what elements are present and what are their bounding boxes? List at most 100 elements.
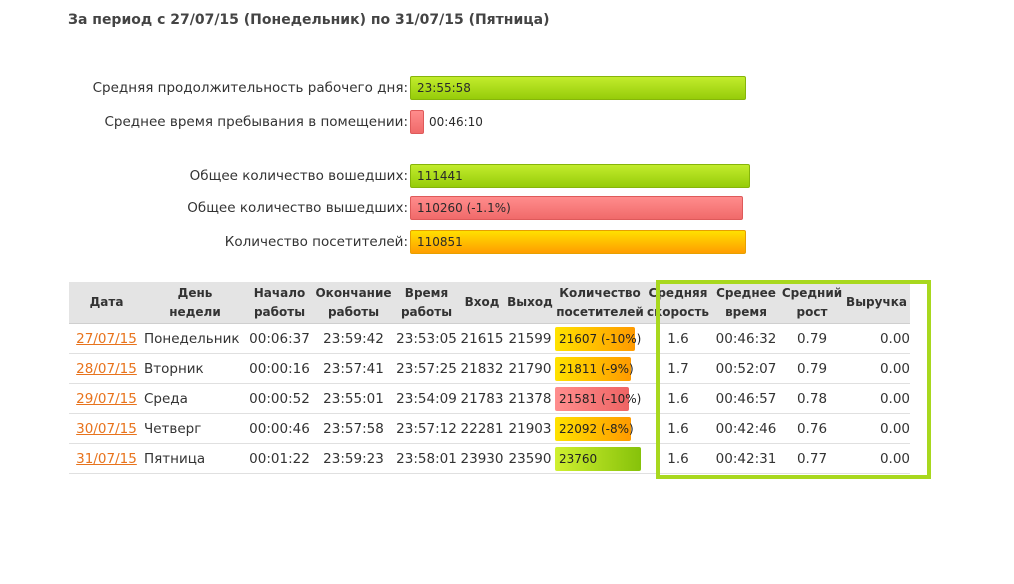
growth-cell: 0.79 [781,353,843,384]
revenue-cell: 0.00 [843,413,910,444]
col-growth: Средний рост [781,282,843,324]
stat-label: Средняя продолжительность рабочего дня: [92,80,408,96]
col-date: Дата [69,282,144,324]
avg-time-cell: 00:46:32 [711,323,781,354]
table-header-row: Дата День недели Начало работы Окончание… [69,282,910,324]
speed-cell: 1.6 [645,443,711,474]
time-cell: 23:57:25 [394,353,459,384]
stat-avg-stay: Среднее время пребывания в помещении: 00… [0,109,483,135]
col-growth-label: Средний рост [781,285,843,319]
date-cell: 31/07/15 [69,443,144,474]
revenue-cell: 0.00 [843,323,910,354]
col-speed: Средняя скорость [645,282,711,324]
start-cell: 00:00:52 [246,383,313,414]
table-row: 28/07/15 Вторник 00:00:16 23:57:41 23:57… [69,353,910,384]
growth-cell: 0.76 [781,413,843,444]
col-end-label: Окончание работы [315,285,392,319]
growth-cell: 0.77 [781,443,843,474]
stat-label: Среднее время пребывания в помещении: [104,114,409,130]
start-cell: 00:00:16 [246,353,313,384]
stat-bar: 110260 (-1.1%) [410,196,743,220]
date-cell: 29/07/15 [69,383,144,414]
start-cell: 00:06:37 [246,323,313,354]
in-cell: 21615 [459,323,505,354]
stat-value: 00:46:10 [429,115,483,129]
avg-time-cell: 00:42:31 [711,443,781,474]
revenue-cell: 0.00 [843,353,910,384]
day-cell: Четверг [144,413,246,444]
speed-cell: 1.6 [645,383,711,414]
day-cell: Понедельник [144,323,246,354]
out-cell: 21790 [505,353,555,384]
visitors-cell: 21581 (-10%) [555,383,645,414]
stat-label: Количество посетителей: [224,234,408,250]
stat-total-out: Общее количество вышедших: 110260 (-1.1%… [0,195,743,221]
speed-cell: 1.7 [645,353,711,384]
col-speed-label: Средняя скорость [647,285,709,319]
avg-time-cell: 00:46:57 [711,383,781,414]
in-cell: 21783 [459,383,505,414]
in-cell: 21832 [459,353,505,384]
visitors-cell: 23760 [555,443,645,474]
in-cell: 23930 [459,443,505,474]
stat-label: Общее количество вышедших: [187,200,408,216]
visitors-cell: 21607 (-10%) [555,323,645,354]
time-cell: 23:58:01 [394,443,459,474]
page-title: За период с 27/07/15 (Понедельник) по 31… [68,12,550,28]
time-cell: 23:54:09 [394,383,459,414]
stat-bar: 23:55:58 [410,76,746,100]
date-link[interactable]: 28/07/15 [76,360,137,377]
out-cell: 21378 [505,383,555,414]
date-link[interactable]: 29/07/15 [76,390,137,407]
table-row: 31/07/15 Пятница 00:01:22 23:59:23 23:58… [69,443,910,474]
speed-cell: 1.6 [645,413,711,444]
date-link[interactable]: 30/07/15 [76,420,137,437]
end-cell: 23:57:41 [313,353,394,384]
col-out: Выход [505,282,555,324]
col-day: День недели [144,282,246,324]
col-time: Время работы [394,282,459,324]
visitors-bar: 21811 (-9%) [555,356,634,381]
growth-cell: 0.78 [781,383,843,414]
end-cell: 23:59:42 [313,323,394,354]
col-revenue: Выручка [843,282,910,324]
revenue-cell: 0.00 [843,443,910,474]
avg-time-cell: 00:52:07 [711,353,781,384]
avg-time-cell: 00:42:46 [711,413,781,444]
date-link[interactable]: 27/07/15 [76,330,137,347]
visitors-bar: 22092 (-8%) [555,416,634,441]
visitors-bar: 23760 [555,446,641,471]
col-in: Вход [459,282,505,324]
end-cell: 23:59:23 [313,443,394,474]
stat-visitors: Количество посетителей: 110851 [0,229,746,255]
table-row: 27/07/15 Понедельник 00:06:37 23:59:42 2… [69,323,910,354]
out-cell: 21599 [505,323,555,354]
start-cell: 00:00:46 [246,413,313,444]
col-end: Окончание работы [313,282,394,324]
stat-label: Общее количество вошедших: [189,168,408,184]
speed-cell: 1.6 [645,323,711,354]
in-cell: 22281 [459,413,505,444]
time-cell: 23:57:12 [394,413,459,444]
out-cell: 23590 [505,443,555,474]
col-start: Начало работы [246,282,313,324]
col-time-label: Время работы [400,285,453,319]
date-cell: 27/07/15 [69,323,144,354]
col-start-label: Начало работы [253,285,306,319]
visitors-bar: 21607 (-10%) [555,326,641,351]
day-cell: Пятница [144,443,246,474]
date-cell: 30/07/15 [69,413,144,444]
stat-total-in: Общее количество вошедших: 111441 [0,163,750,189]
visitors-cell: 22092 (-8%) [555,413,645,444]
stat-bar: 111441 [410,164,750,188]
stat-bar: 110851 [410,230,746,254]
start-cell: 00:01:22 [246,443,313,474]
col-avg-time: Среднее время [711,282,781,324]
col-day-label: День недели [169,285,221,319]
date-link[interactable]: 31/07/15 [76,450,137,467]
col-avg-time-label: Среднее время [716,285,776,319]
out-cell: 21903 [505,413,555,444]
revenue-cell: 0.00 [843,383,910,414]
col-visitors: Количество посетителей [555,282,645,324]
table-row: 30/07/15 Четверг 00:00:46 23:57:58 23:57… [69,413,910,444]
